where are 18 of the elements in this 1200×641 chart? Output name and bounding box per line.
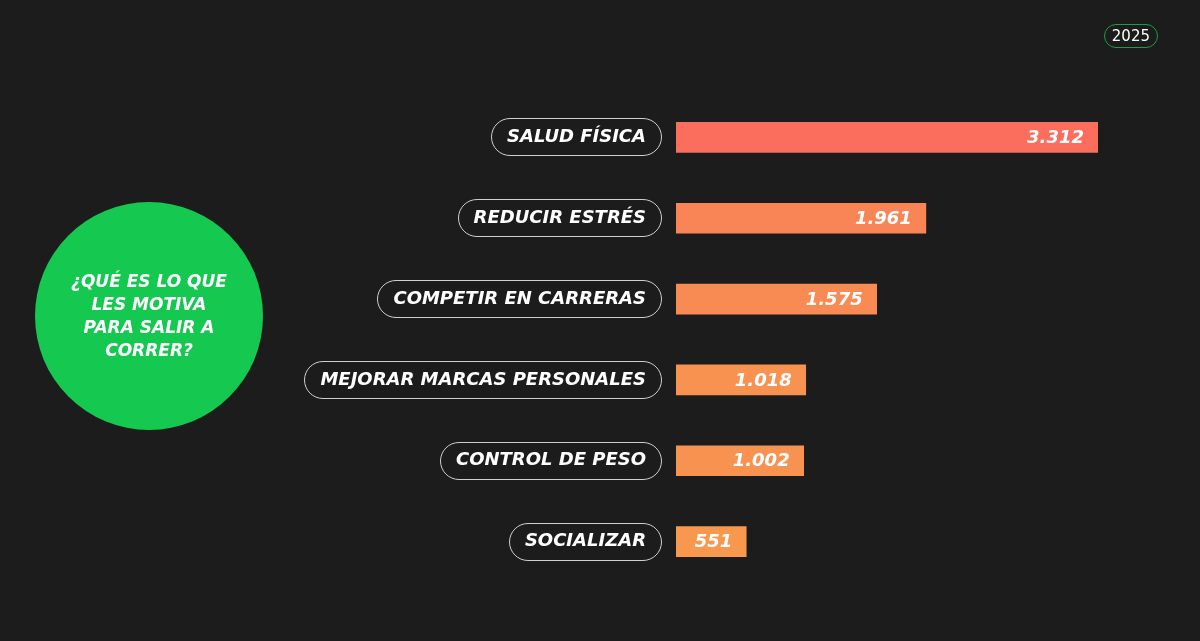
data-label: 1.575 [805,287,863,309]
bar [676,445,804,477]
data-label: 1.961 [854,206,912,228]
data-label: 3.312 [1027,126,1084,148]
y-tick-label: REDUCIR ESTRÉS [473,205,646,227]
data-label: 1.018 [734,368,792,390]
y-tick-label: CONTROL DE PESO [455,448,646,470]
bar [676,283,878,315]
bar [676,202,927,234]
bar [676,122,1098,153]
y-tick-label: SOCIALIZAR [524,529,646,551]
y-tick-label: MEJORAR MARCAS PERSONALES [320,367,646,389]
text: 2025 [1103,24,1158,48]
y-tick-label: COMPETIR EN CARRERAS [393,286,646,308]
data-label: 1.002 [732,449,790,471]
text: ¿QUÉ ES LO QUE LES MOTIVA PARA SALIR A CORRER? [70,269,228,362]
data-label: 551 [694,530,733,552]
y-tick-label: SALUD FÍSICA [507,125,646,147]
